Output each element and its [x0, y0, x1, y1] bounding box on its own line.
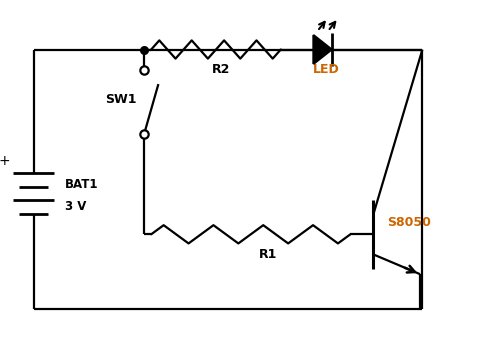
- Text: R2: R2: [212, 63, 230, 76]
- Text: BAT1: BAT1: [65, 178, 98, 191]
- Text: R1: R1: [258, 248, 277, 261]
- Text: SW1: SW1: [105, 93, 137, 106]
- Text: S8050: S8050: [387, 216, 431, 229]
- Polygon shape: [313, 35, 332, 64]
- Text: +: +: [0, 154, 10, 168]
- Text: 3 V: 3 V: [65, 200, 86, 213]
- Text: LED: LED: [313, 63, 340, 76]
